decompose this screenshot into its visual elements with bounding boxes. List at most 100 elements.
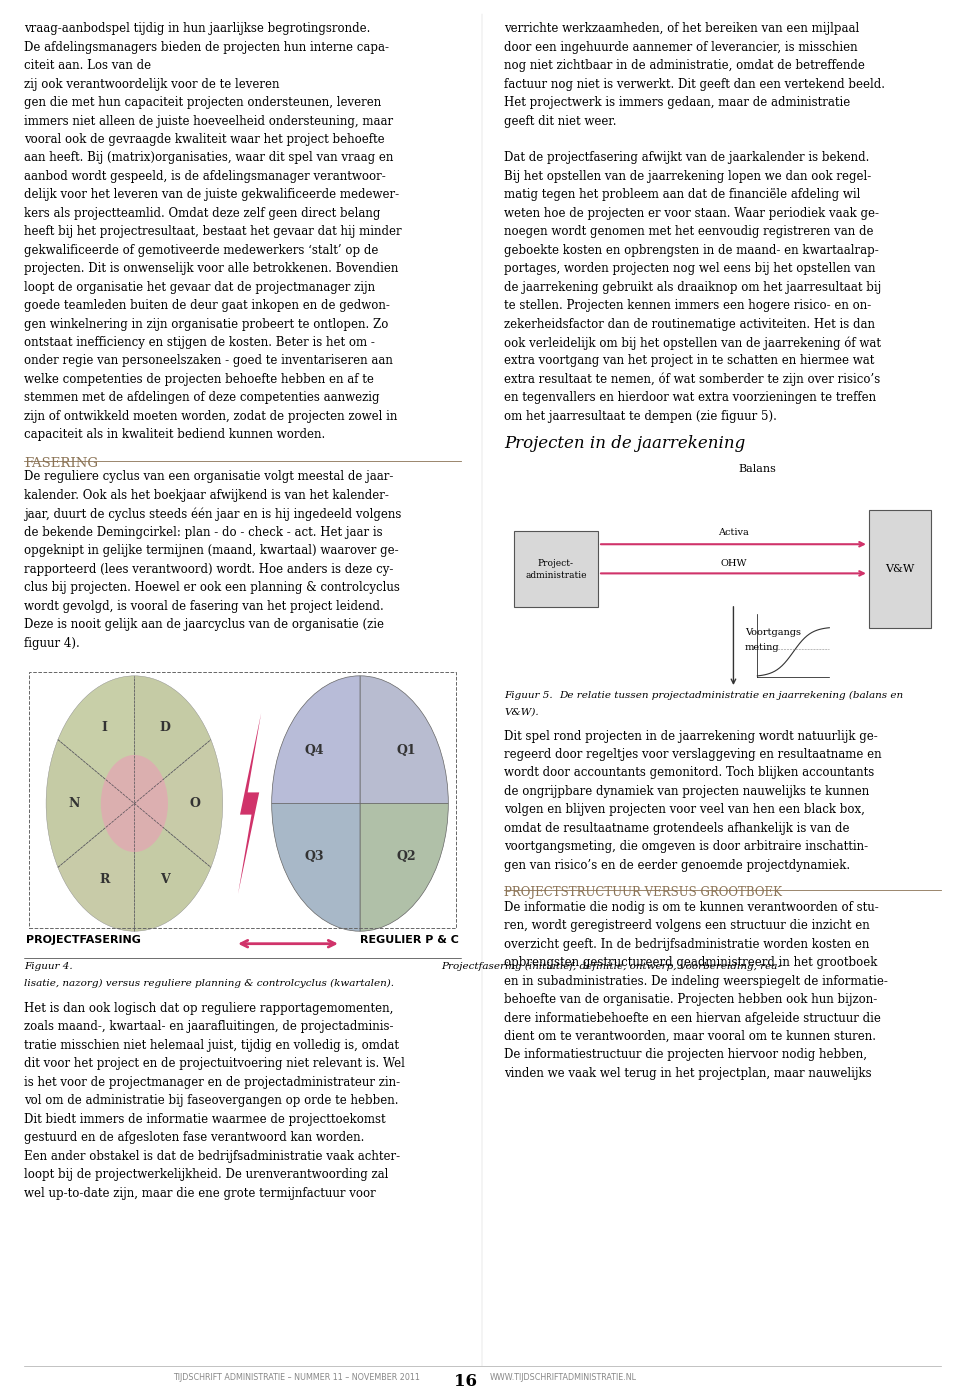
Text: kalender. Ook als het boekjaar afwijkend is van het kalender-: kalender. Ook als het boekjaar afwijkend… bbox=[24, 489, 389, 502]
Text: De informatiestructuur die projecten hiervoor nodig hebben,: De informatiestructuur die projecten hie… bbox=[504, 1048, 867, 1062]
Text: Dit biedt immers de informatie waarmee de projecttoekomst: Dit biedt immers de informatie waarmee d… bbox=[24, 1113, 386, 1126]
Text: jaar, duurt de cyclus steeds één jaar en is hij ingedeeld volgens: jaar, duurt de cyclus steeds één jaar en… bbox=[24, 507, 401, 520]
Text: R: R bbox=[99, 873, 109, 886]
Text: FASERING: FASERING bbox=[24, 457, 98, 469]
Text: volgen en blijven projecten voor veel van hen een black box,: volgen en blijven projecten voor veel va… bbox=[504, 804, 865, 816]
Wedge shape bbox=[134, 740, 223, 868]
Text: extra resultaat te nemen, óf wat somberder te zijn over risico’s: extra resultaat te nemen, óf wat somberd… bbox=[504, 373, 880, 386]
Text: V: V bbox=[159, 873, 170, 886]
Text: Dit spel rond projecten in de jaarrekening wordt natuurlijk ge-: Dit spel rond projecten in de jaarrekeni… bbox=[504, 730, 877, 743]
Text: wel up-to-date zijn, maar die ene grote termijnfactuur voor: wel up-to-date zijn, maar die ene grote … bbox=[24, 1187, 375, 1199]
Text: Q3: Q3 bbox=[304, 849, 324, 863]
Text: dere informatiebehoefte en een hiervan afgeleide structuur die: dere informatiebehoefte en een hiervan a… bbox=[504, 1012, 881, 1024]
Text: immers niet alleen de juiste hoeveelheid ondersteuning, maar: immers niet alleen de juiste hoeveelheid… bbox=[24, 114, 394, 128]
Text: De informatie die nodig is om te kunnen verantwoorden of stu-: De informatie die nodig is om te kunnen … bbox=[504, 901, 878, 913]
Text: De afdelingsmanagers bieden de projecten hun interne capa-: De afdelingsmanagers bieden de projecten… bbox=[24, 40, 389, 54]
Text: geeft dit niet weer.: geeft dit niet weer. bbox=[504, 114, 616, 128]
Text: PROJECTSTRUCTUUR VERSUS GROOTBOEK: PROJECTSTRUCTUUR VERSUS GROOTBOEK bbox=[504, 886, 782, 898]
Text: vinden we vaak wel terug in het projectplan, maar nauwelijks: vinden we vaak wel terug in het projectp… bbox=[504, 1067, 872, 1080]
Text: vooral ook de gevraagde kwaliteit waar het project behoefte: vooral ook de gevraagde kwaliteit waar h… bbox=[24, 133, 385, 146]
Text: en tegenvallers en hierdoor wat extra voorzieningen te treffen: en tegenvallers en hierdoor wat extra vo… bbox=[504, 391, 876, 404]
Text: Voortgangs: Voortgangs bbox=[745, 629, 801, 637]
Text: overzicht geeft. In de bedrijfsadministratie worden kosten en: overzicht geeft. In de bedrijfsadministr… bbox=[504, 938, 870, 951]
Wedge shape bbox=[58, 804, 134, 931]
Text: citeit aan. Los van de: citeit aan. Los van de bbox=[24, 60, 155, 72]
Text: gen van risico’s en de eerder genoemde projectdynamiek.: gen van risico’s en de eerder genoemde p… bbox=[504, 859, 851, 872]
Text: delijk voor het leveren van de juiste gekwalificeerde medewer-: delijk voor het leveren van de juiste ge… bbox=[24, 189, 399, 201]
Text: te stellen. Projecten kennen immers een hogere risico- en on-: te stellen. Projecten kennen immers een … bbox=[504, 298, 872, 312]
Wedge shape bbox=[360, 804, 448, 931]
Text: kers als projectteamlid. Omdat deze zelf geen direct belang: kers als projectteamlid. Omdat deze zelf… bbox=[24, 207, 380, 219]
Text: Figuur 5.: Figuur 5. bbox=[504, 691, 553, 700]
Text: opbrengsten gestructureerd geadministreerd in het grootboek: opbrengsten gestructureerd geadministree… bbox=[504, 956, 877, 969]
Text: Het is dan ook logisch dat op reguliere rapportagemomenten,: Het is dan ook logisch dat op reguliere … bbox=[24, 1002, 394, 1015]
Wedge shape bbox=[360, 676, 448, 804]
Text: 16: 16 bbox=[454, 1373, 477, 1388]
Text: om het jaarresultaat te dempen (zie figuur 5).: om het jaarresultaat te dempen (zie figu… bbox=[504, 409, 777, 423]
Text: De reguliere cyclus van een organisatie volgt meestal de jaar-: De reguliere cyclus van een organisatie … bbox=[24, 471, 394, 483]
Text: Projecten in de jaarrekening: Projecten in de jaarrekening bbox=[504, 436, 745, 452]
Text: clus bij projecten. Hoewel er ook een planning & controlcyclus: clus bij projecten. Hoewel er ook een pl… bbox=[24, 582, 400, 594]
Text: extra voortgang van het project in te schatten en hiermee wat: extra voortgang van het project in te sc… bbox=[504, 354, 875, 368]
Text: aanbod wordt gespeeld, is de afdelingsmanager verantwoor-: aanbod wordt gespeeld, is de afdelingsma… bbox=[24, 169, 386, 183]
Text: meting: meting bbox=[745, 644, 780, 652]
Bar bbox=[29, 672, 456, 929]
Text: Q2: Q2 bbox=[396, 849, 416, 863]
Text: Activa: Activa bbox=[718, 529, 749, 537]
Text: voortgangsmeting, die omgeven is door arbitraire inschattin-: voortgangsmeting, die omgeven is door ar… bbox=[504, 840, 868, 854]
Text: regeerd door regeltjes voor verslaggeving en resultaatname en: regeerd door regeltjes voor verslaggevin… bbox=[504, 748, 881, 761]
Text: welke competenties de projecten behoefte hebben en af te: welke competenties de projecten behoefte… bbox=[24, 373, 373, 386]
Wedge shape bbox=[58, 676, 134, 804]
Circle shape bbox=[101, 755, 168, 852]
Text: weten hoe de projecten er voor staan. Waar periodiek vaak ge-: weten hoe de projecten er voor staan. Wa… bbox=[504, 207, 879, 219]
Text: stemmen met de afdelingen of deze competenties aanwezig: stemmen met de afdelingen of deze compet… bbox=[24, 391, 379, 404]
Text: Q1: Q1 bbox=[396, 744, 416, 758]
Text: door een ingehuurde aannemer of leverancier, is misschien: door een ingehuurde aannemer of leveranc… bbox=[504, 40, 857, 54]
Text: Deze is nooit gelijk aan de jaarcyclus van de organisatie (zie: Deze is nooit gelijk aan de jaarcyclus v… bbox=[24, 618, 384, 632]
Text: lisatie, nazorg) versus reguliere planning & controlcyclus (kwartalen).: lisatie, nazorg) versus reguliere planni… bbox=[24, 979, 394, 987]
Text: projecten. Dit is onwenselijk voor alle betrokkenen. Bovendien: projecten. Dit is onwenselijk voor alle … bbox=[24, 262, 398, 275]
Text: Een ander obstakel is dat de bedrijfsadministratie vaak achter-: Een ander obstakel is dat de bedrijfsadm… bbox=[24, 1149, 400, 1163]
Text: de ongrijpbare dynamiek van projecten nauwelijks te kunnen: de ongrijpbare dynamiek van projecten na… bbox=[504, 784, 869, 798]
Text: de bekende Demingcirkel: plan - do - check - act. Het jaar is: de bekende Demingcirkel: plan - do - che… bbox=[24, 526, 383, 539]
Text: ontstaat inefficiency en stijgen de kosten. Beter is het om -: ontstaat inefficiency en stijgen de kost… bbox=[24, 336, 374, 348]
Text: gestuurd en de afgesloten fase verantwoord kan worden.: gestuurd en de afgesloten fase verantwoo… bbox=[24, 1131, 365, 1144]
Text: ren, wordt geregistreerd volgens een structuur die inzicht en: ren, wordt geregistreerd volgens een str… bbox=[504, 919, 870, 933]
Text: omdat de resultaatname grotendeels afhankelijk is van de: omdat de resultaatname grotendeels afhan… bbox=[504, 822, 850, 834]
Text: zoals maand-, kwartaal- en jaarafluitingen, de projectadminis-: zoals maand-, kwartaal- en jaarafluiting… bbox=[24, 1020, 394, 1034]
Text: De relatie tussen projectadministratie en jaarrekening (balans en: De relatie tussen projectadministratie e… bbox=[559, 691, 902, 700]
Text: onder regie van personeelszaken - goed te inventariseren aan: onder regie van personeelszaken - goed t… bbox=[24, 354, 393, 368]
Wedge shape bbox=[272, 676, 360, 804]
Text: factuur nog niet is verwerkt. Dit geeft dan een vertekend beeld.: factuur nog niet is verwerkt. Dit geeft … bbox=[504, 78, 885, 90]
Text: Bij het opstellen van de jaarrekening lopen we dan ook regel-: Bij het opstellen van de jaarrekening lo… bbox=[504, 169, 872, 183]
Polygon shape bbox=[238, 713, 261, 894]
Wedge shape bbox=[272, 804, 360, 931]
Text: Het projectwerk is immers gedaan, maar de administratie: Het projectwerk is immers gedaan, maar d… bbox=[504, 96, 851, 110]
Text: tratie misschien niet helemaal juist, tijdig en volledig is, omdat: tratie misschien niet helemaal juist, ti… bbox=[24, 1038, 399, 1052]
Text: OHW: OHW bbox=[720, 559, 747, 568]
Text: verrichte werkzaamheden, of het bereiken van een mijlpaal: verrichte werkzaamheden, of het bereiken… bbox=[504, 22, 859, 35]
Text: matig tegen het probleem aan dat de financiële afdeling wil: matig tegen het probleem aan dat de fina… bbox=[504, 189, 860, 201]
Text: V&W).: V&W). bbox=[504, 708, 539, 716]
Bar bbox=[869, 511, 931, 629]
Text: Project-
administratie: Project- administratie bbox=[525, 559, 587, 580]
Wedge shape bbox=[46, 740, 134, 868]
Text: TIJDSCHRIFT ADMINISTRATIE – NUMMER 11 – NOVEMBER 2011: TIJDSCHRIFT ADMINISTRATIE – NUMMER 11 – … bbox=[173, 1373, 420, 1381]
Text: heeft bij het projectresultaat, bestaat het gevaar dat hij minder: heeft bij het projectresultaat, bestaat … bbox=[24, 225, 401, 239]
Text: capaciteit als in kwaliteit bediend kunnen worden.: capaciteit als in kwaliteit bediend kunn… bbox=[24, 429, 325, 441]
Wedge shape bbox=[134, 676, 211, 804]
Text: zekerheidsfactor dan de routinematige activiteiten. Het is dan: zekerheidsfactor dan de routinematige ac… bbox=[504, 318, 875, 330]
Text: dit voor het project en de projectuitvoering niet relevant is. Wel: dit voor het project en de projectuitvoe… bbox=[24, 1058, 405, 1070]
Text: rapporteerd (lees verantwoord) wordt. Hoe anders is deze cy-: rapporteerd (lees verantwoord) wordt. Ho… bbox=[24, 562, 394, 576]
Text: Q4: Q4 bbox=[304, 744, 324, 758]
Text: noegen wordt genomen met het eenvoudig registreren van de: noegen wordt genomen met het eenvoudig r… bbox=[504, 225, 874, 239]
Text: I: I bbox=[101, 722, 108, 734]
Text: geboekte kosten en opbrengsten in de maand- en kwartaalrap-: geboekte kosten en opbrengsten in de maa… bbox=[504, 244, 878, 257]
Text: vol om de administratie bij faseovergangen op orde te hebben.: vol om de administratie bij faseovergang… bbox=[24, 1094, 398, 1108]
Text: en in subadministraties. De indeling weerspiegelt de informatie-: en in subadministraties. De indeling wee… bbox=[504, 974, 888, 988]
Text: N: N bbox=[68, 797, 80, 811]
Text: gekwalificeerde of gemotiveerde medewerkers ‘stalt’ op de: gekwalificeerde of gemotiveerde medewerk… bbox=[24, 244, 378, 257]
Text: behoefte van de organisatie. Projecten hebben ook hun bijzon-: behoefte van de organisatie. Projecten h… bbox=[504, 992, 877, 1006]
Bar bbox=[514, 532, 598, 608]
Text: wordt door accountants gemonitord. Toch blijken accountants: wordt door accountants gemonitord. Toch … bbox=[504, 766, 875, 780]
